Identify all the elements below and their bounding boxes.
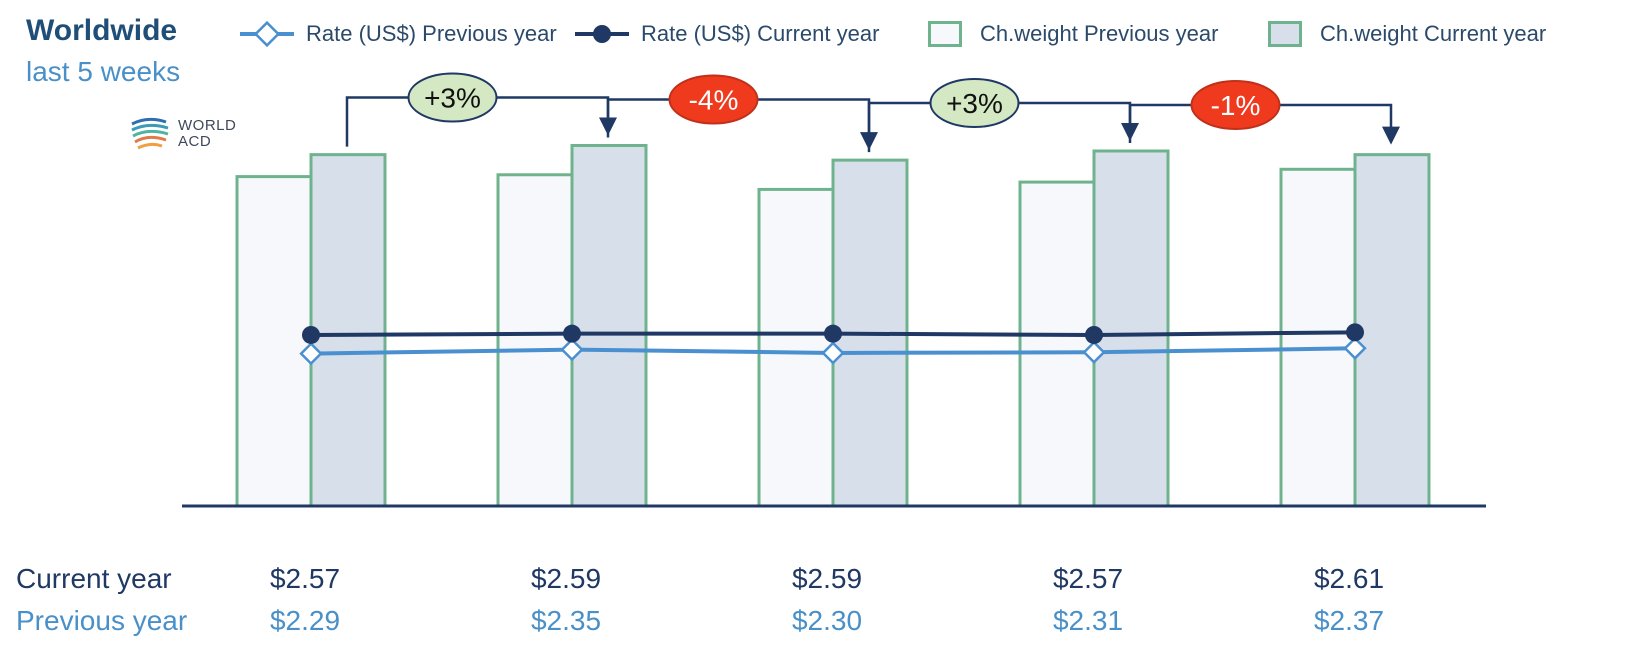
change-arrowhead	[1382, 126, 1400, 145]
previous-year-value: $2.29	[269, 605, 341, 636]
legend-label: Rate (US$) Previous year	[306, 21, 557, 46]
legend-item-rate-cur: Rate (US$) Current year	[573, 16, 879, 52]
point-rate-previous	[821, 341, 845, 365]
change-badge	[668, 74, 759, 125]
point-rate-current	[302, 325, 320, 344]
current-year-value: $2.57	[269, 563, 341, 594]
legend-item-rate-prev: Rate (US$) Previous year	[238, 16, 557, 52]
chart-subtitle: last 5 weeks	[26, 56, 181, 87]
bar-weight-previous	[235, 175, 313, 508]
bar-weight-current	[309, 153, 387, 508]
legend-label: Ch.weight Current year	[1320, 21, 1547, 46]
change-badge	[1190, 79, 1281, 130]
bar-weight-previous	[1279, 167, 1357, 508]
change-badge	[407, 72, 498, 123]
current-year-label: Current year	[16, 563, 172, 594]
bar-weight-current	[1353, 153, 1431, 508]
chart-legend: Rate (US$) Previous year Rate (US$) Curr…	[0, 16, 1633, 56]
previous-year-value: $2.35	[530, 605, 602, 636]
previous-year-value: $2.37	[1313, 605, 1385, 636]
logo-waves-icon	[131, 117, 169, 150]
change-badge-label: -1%	[1211, 90, 1261, 121]
legend-line-filled-icon	[575, 25, 629, 43]
point-rate-previous	[560, 337, 584, 362]
point-rate-previous	[1343, 336, 1367, 360]
current-year-value: $2.59	[530, 563, 602, 594]
change-badge-label: +3%	[946, 88, 1003, 119]
chart-plot: Sep 16-22Sep 23-29Sep 30-Oct 6Oct 7-13Oc…	[182, 72, 1486, 508]
legend-item-weight-cur: Ch.weight Current year	[1268, 16, 1546, 52]
chart-title: Worldwide	[26, 14, 178, 47]
point-rate-current	[1085, 325, 1103, 344]
previous-year-value: $2.30	[791, 605, 863, 636]
legend-label: Rate (US$) Current year	[641, 21, 880, 46]
legend-box-prev-icon	[928, 21, 962, 47]
logo-text-line1: WORLD	[178, 117, 237, 134]
change-badge-label: +3%	[424, 82, 481, 113]
previous-year-value: $2.31	[1052, 605, 1124, 636]
point-rate-previous	[1082, 340, 1106, 364]
legend-box-cur-icon	[1268, 21, 1302, 47]
current-year-value: $2.59	[791, 563, 863, 594]
legend-label: Ch.weight Previous year	[980, 21, 1219, 46]
bar-weight-current	[570, 143, 648, 508]
bar-weight-current	[1092, 149, 1170, 508]
change-badge-label: -4%	[689, 84, 739, 115]
point-rate-current	[563, 324, 581, 343]
legend-line-open-icon	[240, 20, 294, 48]
logo-text-line2: ACD	[178, 133, 212, 150]
world-acd-logo: WORLD ACD	[130, 116, 250, 158]
legend-item-weight-prev: Ch.weight Previous year	[928, 16, 1218, 52]
logo-text: WORLD ACD	[178, 118, 236, 150]
point-rate-current	[824, 324, 842, 343]
previous-year-label: Previous year	[16, 605, 188, 636]
change-badge	[929, 77, 1020, 128]
point-rate-current	[1346, 323, 1364, 342]
bar-weight-previous	[1018, 180, 1096, 508]
bar-weight-previous	[496, 173, 574, 508]
bar-weight-previous	[757, 187, 835, 508]
current-year-value: $2.61	[1313, 563, 1385, 594]
point-rate-previous	[299, 341, 323, 366]
current-year-value: $2.57	[1052, 563, 1124, 594]
